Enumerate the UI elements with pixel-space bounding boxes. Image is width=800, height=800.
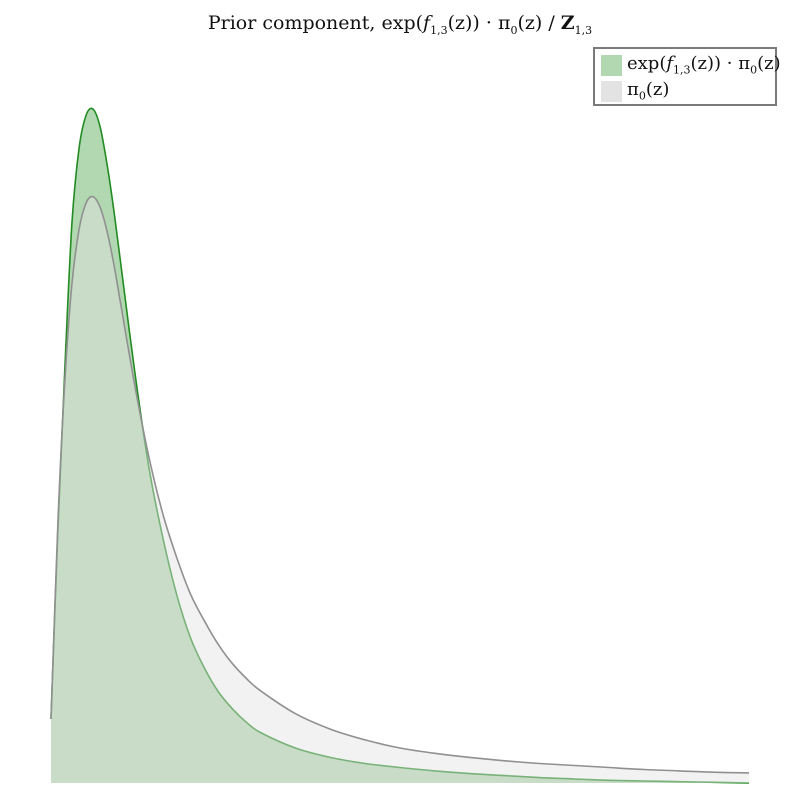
- area-weighted-prior: [51, 108, 749, 784]
- line-base-prior: [50, 195, 750, 774]
- legend-item-weighted-prior: exp(f1,3(z)) · π0(z): [601, 53, 781, 77]
- legend-swatch-green: [601, 54, 622, 76]
- legend-label-base-prior: π0(z): [627, 79, 670, 103]
- area-base-prior: [51, 196, 749, 783]
- legend-item-base-prior: π0(z): [601, 79, 669, 103]
- legend-swatch-gray: [601, 80, 622, 102]
- legend-label-weighted-prior: exp(f1,3(z)) · π0(z): [627, 53, 781, 77]
- line-weighted-prior: [50, 107, 750, 784]
- legend: exp(f1,3(z)) · π0(z) π0(z): [593, 47, 781, 106]
- plot-area: [50, 107, 750, 784]
- chart-title: Prior component, exp(f1,3(z)) · π0(z) / …: [207, 12, 593, 37]
